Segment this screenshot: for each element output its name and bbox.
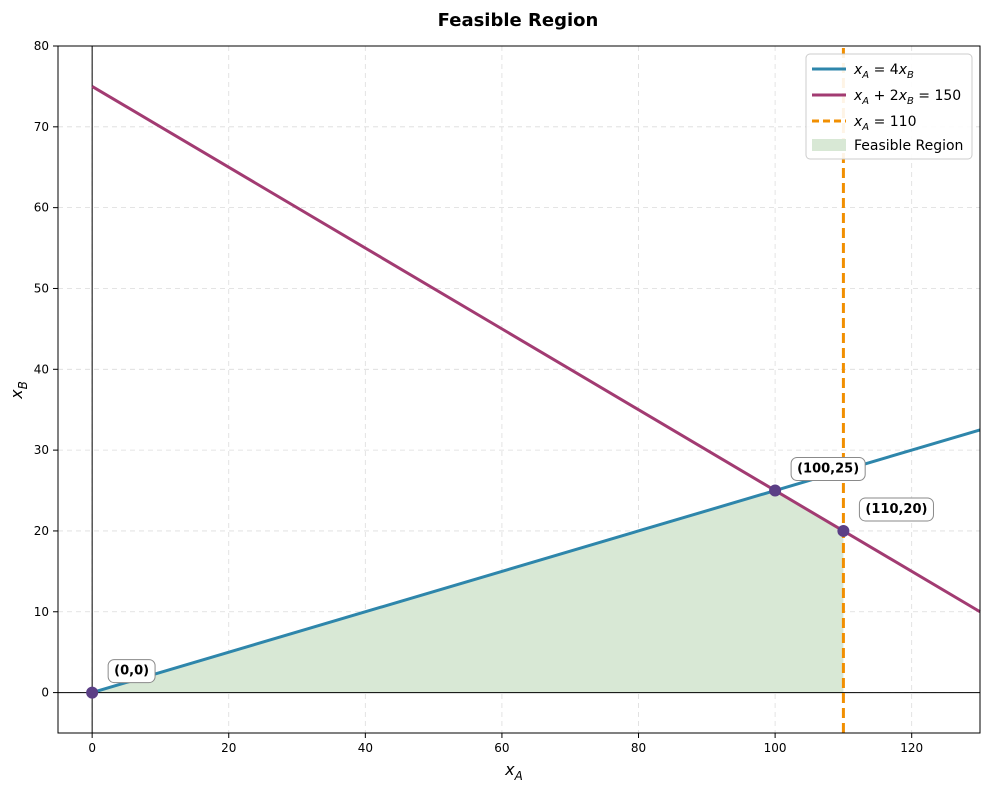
legend-label-region: Feasible Region — [854, 138, 963, 154]
annotation-box — [107, 659, 156, 684]
legend-label-1: xA = 4xB — [853, 62, 914, 81]
y-tick-label: 10 — [34, 605, 49, 619]
x-tick-label: 80 — [631, 741, 646, 755]
y-ticks: 0 10 20 30 40 50 60 70 80 — [34, 39, 58, 700]
zero-axis-lines — [58, 46, 980, 733]
annotation-label: (0,0) — [114, 664, 149, 679]
vertex-annotation-3: (110,20) — [858, 497, 934, 522]
x-tick-label: 20 — [221, 741, 236, 755]
vertex-point-1 — [86, 686, 99, 699]
legend-swatch-region — [812, 139, 846, 151]
x-tick-label: 40 — [358, 741, 373, 755]
plot-frame — [57, 45, 981, 734]
annotation-label: (100,25) — [797, 462, 859, 477]
vertex-points — [86, 484, 850, 699]
feasible-region-area — [92, 490, 844, 693]
series-line-2 — [91, 85, 981, 614]
x-axis-label: xA — [504, 760, 523, 783]
y-axis-label: xB — [7, 381, 30, 400]
vertex-point-3 — [837, 524, 850, 537]
y-tick-label: 50 — [34, 281, 49, 295]
y-tick-label: 40 — [34, 362, 49, 376]
annotation-label: (110,20) — [865, 502, 927, 517]
legend-box — [805, 53, 973, 160]
x-tick-label: 0 — [88, 741, 96, 755]
annotation-box — [858, 497, 934, 522]
legend: xA = 4xB xA + 2xB = 150 xA = 110 Feasible R… — [805, 53, 973, 160]
feasible-region-layer — [92, 490, 844, 693]
y-tick-label: 0 — [41, 686, 49, 700]
y-tick-label: 30 — [34, 443, 49, 457]
legend-label-3: xA = 110 — [853, 114, 917, 133]
chart-title: Feasible Region — [438, 10, 599, 31]
x-tick-label: 60 — [494, 741, 509, 755]
x-tick-label: 100 — [764, 741, 787, 755]
vertex-annotation-1: (0,0) — [107, 659, 156, 684]
y-tick-label: 60 — [34, 201, 49, 215]
vertex-point-2 — [769, 484, 782, 497]
vertex-annotation-2: (100,25) — [790, 457, 866, 482]
y-tick-label: 20 — [34, 524, 49, 538]
y-tick-label: 70 — [34, 120, 49, 134]
y-tick-label: 80 — [34, 39, 49, 53]
vertex-annotations: (0,0) (100,25) (110,20) — [107, 457, 934, 684]
annotation-box — [790, 457, 866, 482]
x-ticks: 0 20 40 60 80 100 120 — [88, 733, 923, 755]
legend-label-2: xA + 2xB = 150 — [853, 88, 961, 107]
x-tick-label: 120 — [900, 741, 923, 755]
